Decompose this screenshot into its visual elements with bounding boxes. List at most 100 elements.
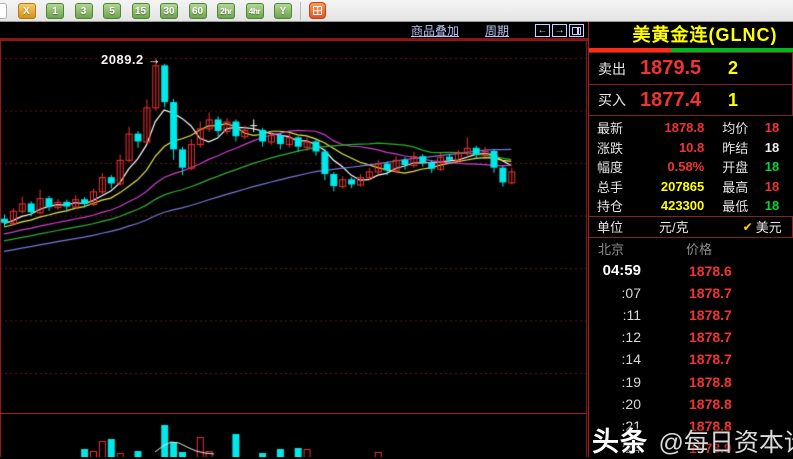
- time-column-header: 北京: [598, 242, 625, 257]
- prev-arrow-icon[interactable]: ←: [535, 23, 550, 37]
- timeframe-button-y[interactable]: Y: [274, 2, 292, 19]
- stat-row: 最新 1878.8 均价 18: [589, 118, 793, 138]
- timeframe-button-30[interactable]: 30: [160, 2, 178, 19]
- tick-time: :24: [621, 440, 641, 457]
- tick-row: 04:59 1878.6: [589, 260, 793, 282]
- bid-row[interactable]: 买入 1877.4 1: [589, 84, 793, 116]
- tick-price: 1878.8: [689, 417, 732, 434]
- timeframe-button-x[interactable]: X: [17, 2, 36, 19]
- bid-price: 1877.4: [640, 88, 702, 111]
- tick-time: :12: [621, 329, 641, 346]
- tick-row: :12 1878.7: [589, 326, 793, 348]
- watermark: 头条 @每日资本论: [592, 420, 793, 459]
- layout-grid-icon[interactable]: [309, 2, 326, 19]
- tick-price: 1878.7: [689, 306, 732, 323]
- candlestick-chart[interactable]: 2089.2 →: [0, 40, 588, 457]
- tick-time: :07: [621, 284, 641, 301]
- tick-price: 1878.8: [689, 395, 732, 412]
- tick-row: :11 1878.7: [589, 304, 793, 326]
- unit-row[interactable]: 单位 元/克 ✔ 美元: [589, 215, 793, 238]
- tick-list[interactable]: 04:59 1878.6:07 1878.7:11 1878.7:12 1878.7:1…: [589, 260, 793, 458]
- clipped-toolbar-button[interactable]: [0, 2, 7, 19]
- stat-label: 最新: [597, 121, 624, 137]
- commodity-overlay-link[interactable]: 商品叠加: [410, 23, 459, 38]
- tick-row: :21 1878.8: [589, 415, 793, 437]
- stat-label: 幅度: [597, 160, 624, 176]
- tick-price: 1878.6: [689, 262, 732, 279]
- stat-value: 1878.8: [664, 120, 705, 136]
- tick-time: :11: [622, 306, 641, 323]
- chart-column: 商品叠加 周期 ← → 2089.2 →: [0, 22, 588, 457]
- buy-strength-segment: [670, 48, 793, 52]
- stat-value-clipped: 18: [764, 139, 780, 155]
- next-arrow-icon[interactable]: →: [552, 23, 567, 37]
- bid-label: 买入: [598, 92, 626, 108]
- ask-price: 1879.5: [640, 57, 702, 79]
- timeframe-button-4hr[interactable]: 4hr: [245, 2, 264, 19]
- stat-value: 10.8: [678, 139, 705, 155]
- stat-row: 涨跌 10.8 昨结 18: [589, 138, 793, 158]
- price-chart-canvas[interactable]: [0, 40, 588, 457]
- stat-value-clipped: 18: [764, 198, 780, 214]
- timeframe-button-5[interactable]: 5: [103, 2, 121, 19]
- instrument-title: 美黄金连(GLNC): [632, 25, 778, 45]
- toolbar-separator: [300, 1, 301, 20]
- stat-label: 最高: [722, 179, 749, 195]
- stat-value: 0.58%: [667, 159, 705, 175]
- buy-sell-strength-bar: [589, 48, 793, 52]
- stat-value-clipped: 18: [764, 159, 780, 175]
- tick-price: 1878.7: [689, 329, 732, 346]
- tick-time: :20: [621, 395, 641, 412]
- watermark-handle: @每日资本论: [658, 429, 793, 457]
- tick-price: 1878.8: [689, 373, 732, 390]
- tick-row: :07 1878.7: [589, 282, 793, 304]
- timeframe-button-3[interactable]: 3: [74, 2, 93, 19]
- ask-row[interactable]: 卖出 1879.5 2: [589, 52, 793, 84]
- tick-row: :20 1878.8: [589, 393, 793, 415]
- stat-value-clipped: 18: [764, 120, 780, 136]
- timeframe-button-1[interactable]: 1: [46, 2, 64, 19]
- split-window-icon[interactable]: [569, 23, 584, 37]
- bid-lots: 1: [728, 89, 739, 110]
- tick-row: :19 1878.8: [589, 370, 793, 392]
- timeframe-button-60[interactable]: 60: [188, 2, 207, 19]
- tick-time: 04:59: [602, 262, 641, 280]
- stat-value-clipped: 18: [764, 178, 780, 194]
- sell-strength-segment: [589, 48, 671, 52]
- tick-price: 1878.7: [689, 351, 732, 368]
- period-link[interactable]: 周期: [484, 23, 509, 38]
- timeframe-button-2hr[interactable]: 2hr: [217, 2, 235, 19]
- timeframe-toolbar: X 1 3 5 15 30 60 2hr 4hr Y: [0, 0, 793, 22]
- tick-time: :19: [621, 373, 641, 390]
- tick-row: :24 1878.9: [589, 437, 793, 457]
- tick-time: :14: [621, 351, 641, 368]
- main-split: 商品叠加 周期 ← → 2089.2 → 美黄金连(GLNC) 卖出 1879.…: [0, 22, 793, 457]
- stat-label: 涨跌: [597, 140, 624, 156]
- stat-value: 207865: [660, 178, 705, 194]
- stat-value: 423300: [660, 198, 705, 214]
- tick-time: :21: [621, 417, 641, 434]
- stat-row: 幅度 0.58% 开盘 18: [589, 157, 793, 177]
- tick-price: 1878.7: [689, 284, 732, 301]
- quote-panel: 美黄金连(GLNC) 卖出 1879.5 2 买入 1877.4 1 最新 187…: [588, 22, 793, 457]
- stat-row: 总手 207865 最高 18: [589, 177, 793, 197]
- unit-label: 单位: [597, 220, 624, 235]
- stat-label: 开盘: [722, 160, 749, 176]
- stat-label: 均价: [722, 121, 749, 137]
- timeframe-button-15[interactable]: 15: [131, 2, 150, 19]
- unit-yuan-gram[interactable]: 元/克: [659, 220, 689, 235]
- stat-label: 持仓: [597, 199, 624, 215]
- stats-grid: 最新 1878.8 均价 18 涨跌 10.8 昨结 18 幅度 0.58% 开盘 18 总手 20786…: [589, 116, 793, 216]
- stat-label: 最低: [722, 199, 749, 215]
- tick-row: :14 1878.7: [589, 348, 793, 370]
- watermark-brand: 头条: [592, 427, 648, 457]
- stat-row: 持仓 423300 最低 18: [589, 196, 793, 216]
- stat-label: 昨结: [722, 140, 749, 156]
- unit-usd[interactable]: 美元: [755, 220, 782, 235]
- stat-label: 总手: [597, 179, 624, 195]
- tick-table-header: 北京 价格: [589, 238, 793, 260]
- chart-header: 商品叠加 周期 ← →: [0, 22, 588, 40]
- peak-price-annotation: 2089.2 →: [101, 52, 162, 67]
- timeframe-button-group: X 1 3 5 15 30 60 2hr 4hr Y: [7, 2, 292, 19]
- ask-label: 卖出: [598, 60, 626, 77]
